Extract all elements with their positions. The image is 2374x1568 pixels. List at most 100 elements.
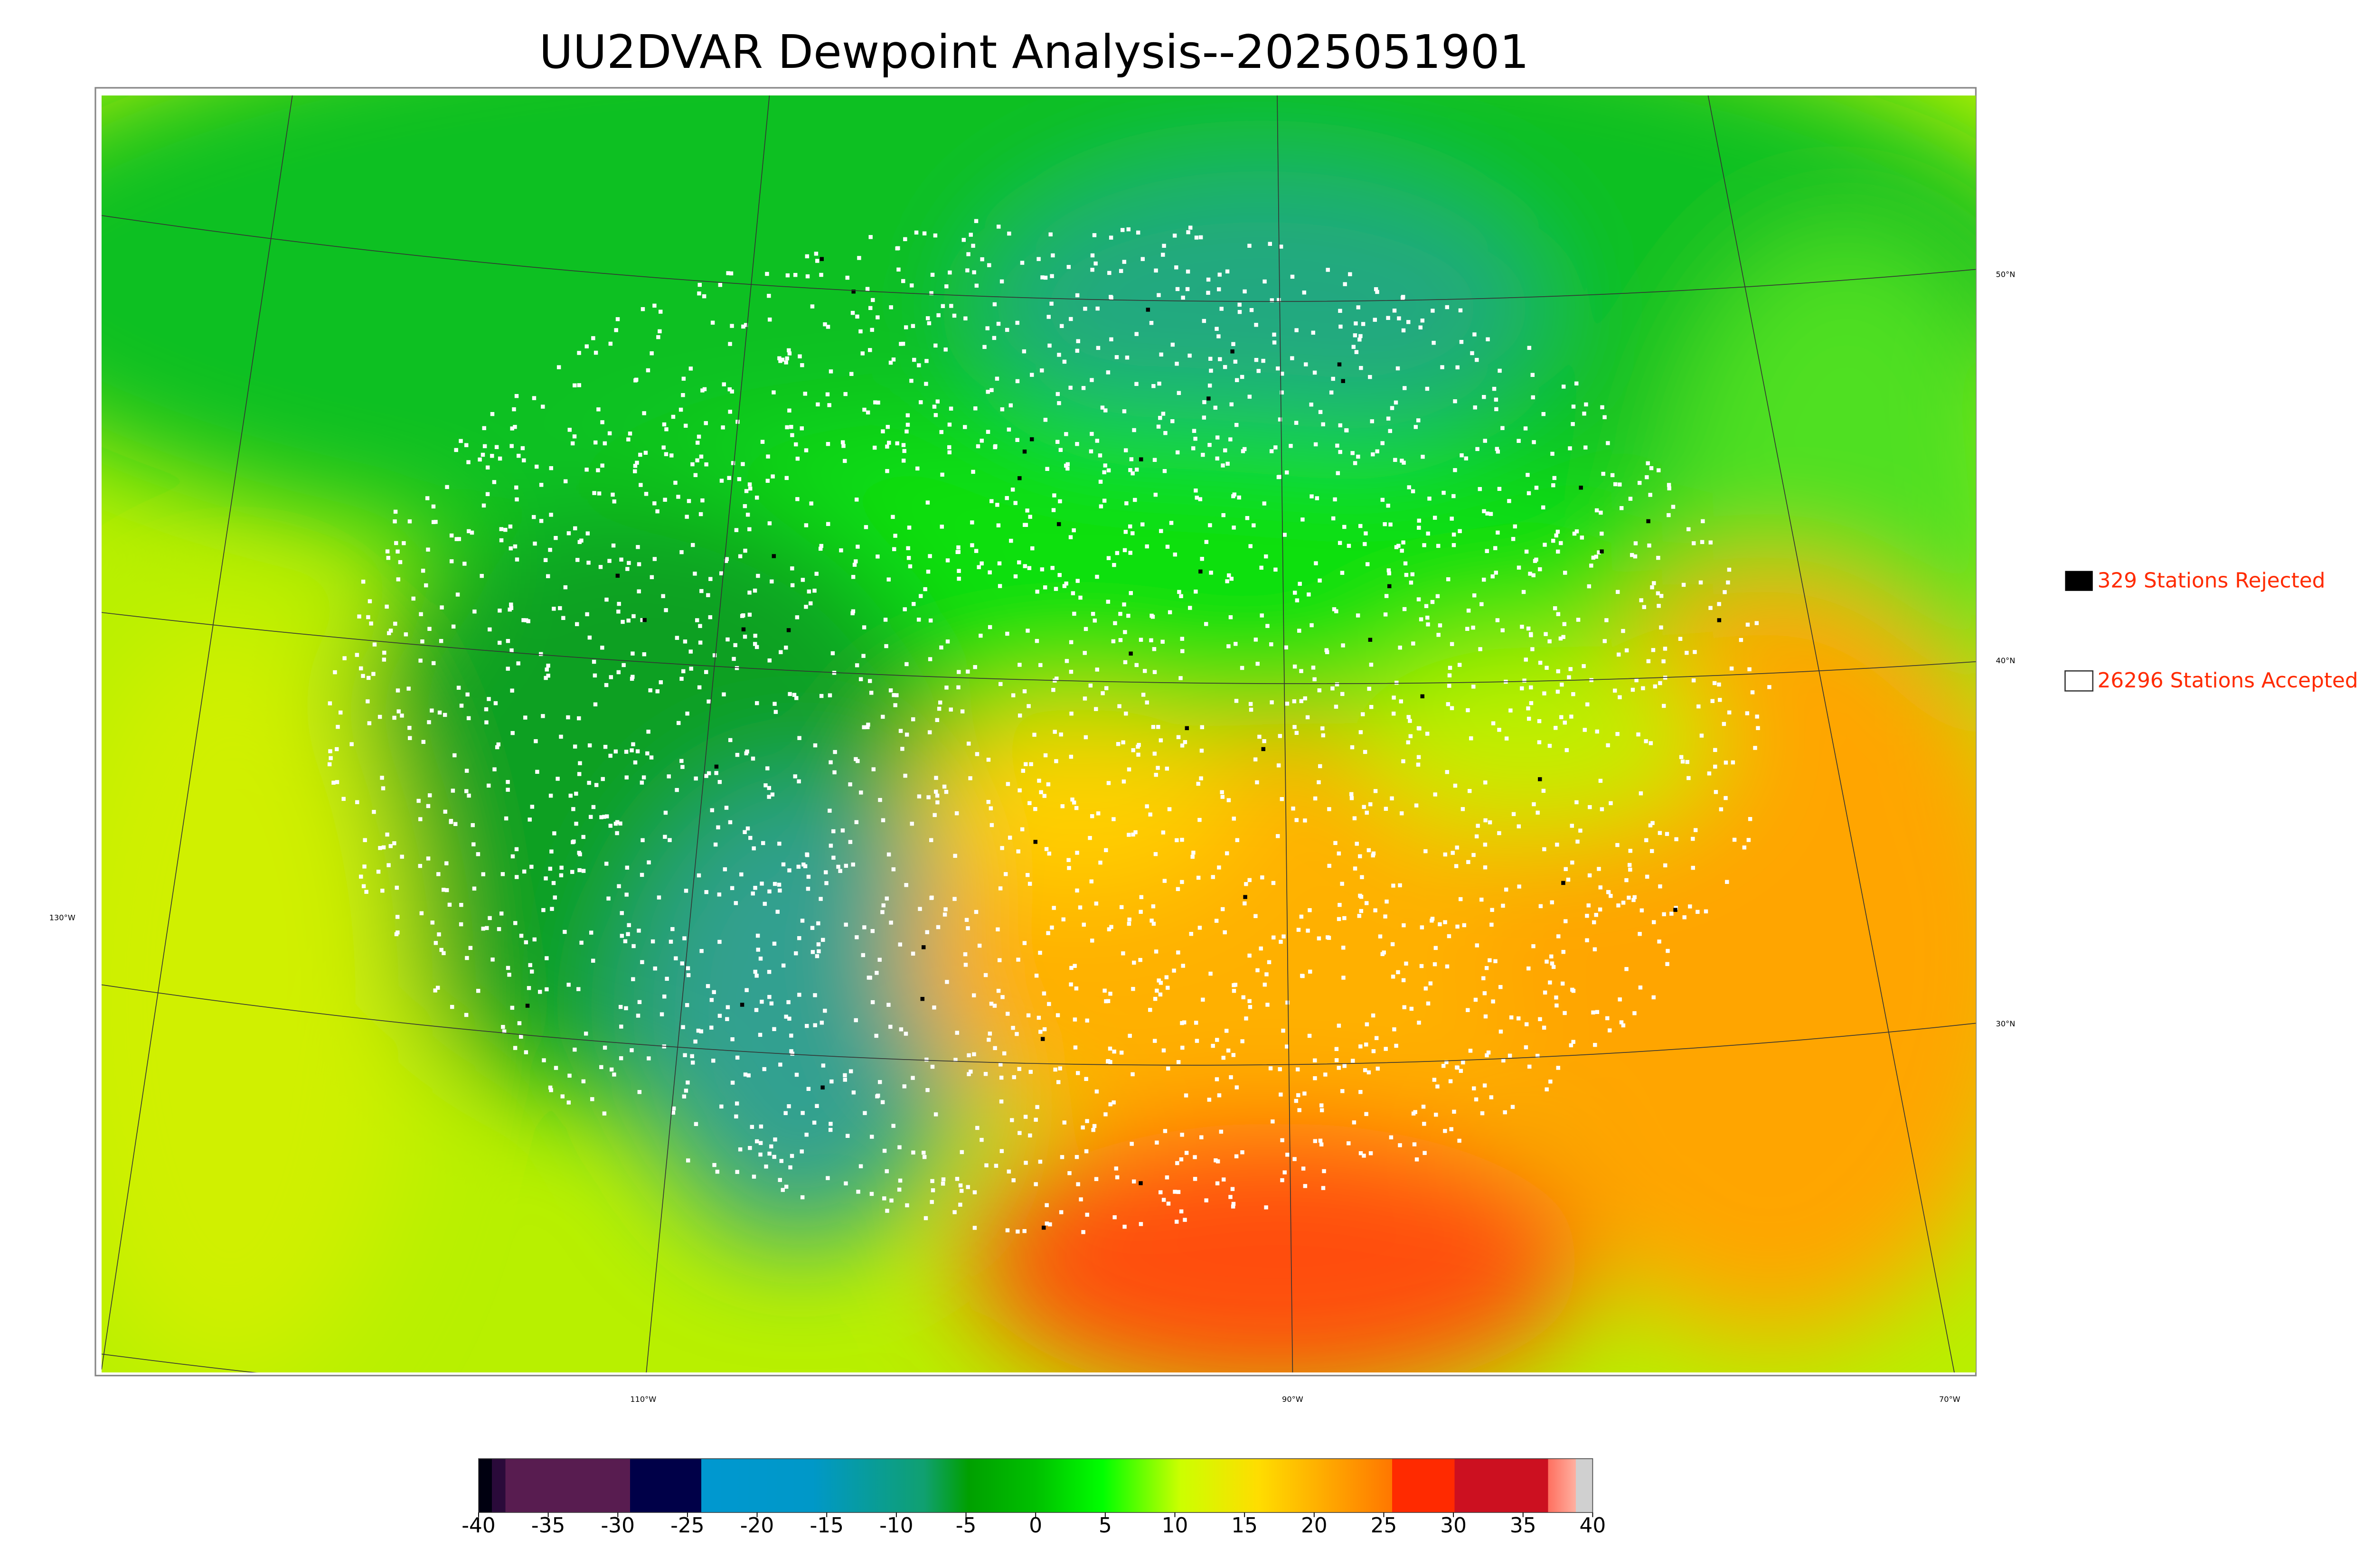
station-dot	[1221, 463, 1225, 468]
station-dot	[1074, 806, 1079, 810]
station-dot	[1134, 382, 1139, 386]
station-dot	[1615, 732, 1620, 736]
station-dot	[1139, 457, 1143, 461]
station-dot	[1330, 686, 1335, 691]
station-dot	[925, 930, 929, 934]
station-dot	[1279, 1092, 1283, 1097]
station-dot	[1127, 833, 1131, 837]
station-dot	[1632, 895, 1637, 900]
station-dot	[893, 534, 897, 538]
station-dot	[925, 316, 930, 320]
station-dot	[641, 838, 645, 843]
station-dot	[1240, 1039, 1244, 1043]
station-dot	[1448, 666, 1452, 670]
station-dot	[926, 795, 931, 799]
station-dot	[829, 844, 833, 848]
station-dot	[867, 679, 872, 683]
station-dot	[1368, 802, 1373, 807]
station-dot	[548, 1085, 553, 1090]
station-dot	[787, 1104, 791, 1108]
station-dot	[823, 322, 827, 327]
station-dot	[1256, 369, 1261, 373]
station-dot	[1112, 817, 1116, 821]
station-dot	[662, 422, 667, 427]
station-dot	[911, 1076, 915, 1080]
station-dot	[1134, 663, 1139, 667]
station-dot	[1691, 865, 1695, 870]
station-dot	[1662, 704, 1666, 708]
station-dot	[1069, 640, 1074, 644]
station-dot	[999, 682, 1003, 686]
station-dot	[1090, 378, 1094, 382]
station-dot	[1215, 435, 1220, 440]
station-dot	[1409, 581, 1413, 585]
station-dot	[700, 498, 705, 503]
station-dot	[906, 546, 910, 550]
station-dot	[1285, 1044, 1289, 1049]
station-dot	[790, 583, 795, 588]
station-dot	[603, 745, 608, 749]
station-dot	[532, 396, 537, 400]
station-dot	[971, 244, 975, 248]
station-dot	[1483, 818, 1488, 823]
station-dot	[587, 743, 592, 748]
station-dot	[1460, 453, 1464, 458]
station-dot	[729, 271, 734, 276]
station-dot	[1443, 852, 1448, 857]
station-dot	[636, 545, 640, 549]
station-dot	[1406, 320, 1411, 324]
station-dot	[1554, 533, 1558, 538]
station-dot	[866, 723, 870, 727]
station-dot	[677, 721, 681, 725]
station-dot	[1341, 946, 1346, 950]
station-dot	[785, 273, 790, 278]
station-dot	[488, 627, 492, 632]
station-dot	[1358, 1044, 1363, 1049]
station-dot	[1058, 499, 1062, 504]
station-dot	[829, 760, 833, 764]
station-dot	[1040, 1037, 1045, 1041]
station-dot	[1475, 943, 1479, 948]
station-dot	[1102, 470, 1106, 475]
station-dot	[1511, 537, 1516, 541]
station-dot	[876, 400, 880, 405]
station-dot	[792, 693, 797, 697]
station-dot	[1724, 796, 1728, 800]
station-dot	[548, 793, 553, 798]
station-dot	[876, 1093, 880, 1098]
station-dot	[901, 443, 906, 447]
station-dot	[535, 464, 539, 469]
station-dot	[675, 636, 679, 640]
station-dot	[529, 864, 534, 869]
station-dot	[925, 500, 930, 505]
station-dot	[1069, 711, 1074, 716]
station-dot	[597, 491, 602, 496]
station-dot	[1128, 524, 1132, 529]
station-dot	[599, 815, 603, 819]
station-dot	[1108, 1102, 1112, 1107]
station-dot	[520, 446, 525, 451]
station-dot	[681, 376, 686, 381]
station-dot	[743, 830, 747, 835]
station-dot	[596, 407, 601, 412]
station-dot	[650, 351, 654, 356]
map-labels: 50°N 40°N 30°N 130°W 110°W 90°W 70°W	[49, 270, 2016, 1404]
station-dot	[499, 527, 504, 531]
station-dot	[1226, 1048, 1231, 1053]
station-dot	[805, 1023, 809, 1028]
station-dot	[1141, 693, 1146, 697]
station-dot	[1130, 1142, 1134, 1146]
station-dot	[741, 462, 745, 466]
station-dot	[667, 774, 671, 779]
station-dot	[704, 670, 708, 674]
station-dot	[995, 503, 999, 507]
station-dot	[1359, 909, 1364, 913]
station-dot	[880, 1100, 885, 1104]
station-dot	[1542, 691, 1546, 695]
station-dot	[1356, 613, 1360, 618]
station-dot	[1280, 1138, 1284, 1143]
station-dot	[1277, 298, 1281, 302]
station-dot	[1166, 1066, 1170, 1071]
station-dot	[1081, 1230, 1085, 1234]
station-dot	[1651, 648, 1656, 652]
